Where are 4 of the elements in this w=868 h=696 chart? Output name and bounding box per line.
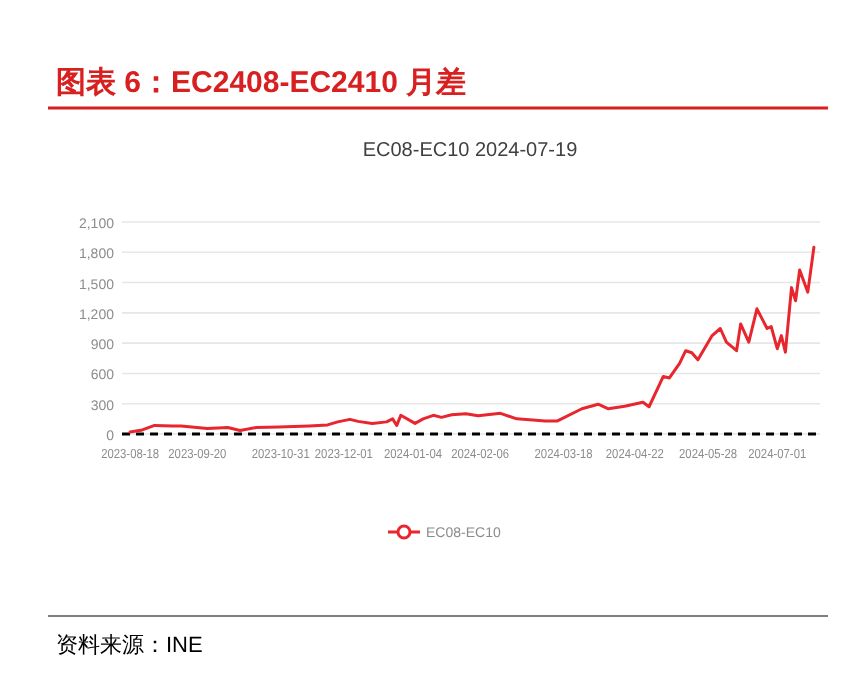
chart-subtitle: EC08-EC10 2024-07-19 [362,140,579,162]
chart-title: 图表 6：EC2408-EC2410 月差 [56,66,467,100]
line-series [128,245,816,434]
text: 资料来源：INE [56,632,203,658]
